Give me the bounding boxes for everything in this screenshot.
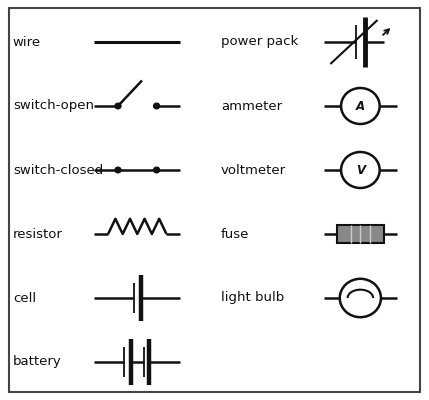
Text: power pack: power pack [221, 36, 298, 48]
Text: wire: wire [13, 36, 41, 48]
Text: cell: cell [13, 292, 36, 304]
Text: light bulb: light bulb [221, 292, 284, 304]
Circle shape [115, 167, 121, 173]
Circle shape [154, 167, 160, 173]
Text: switch-open: switch-open [13, 100, 94, 112]
Text: battery: battery [13, 356, 62, 368]
Circle shape [154, 103, 160, 109]
Circle shape [341, 88, 380, 124]
Text: V: V [356, 164, 365, 176]
Text: ammeter: ammeter [221, 100, 282, 112]
Text: switch-closed: switch-closed [13, 164, 103, 176]
Text: A: A [356, 100, 365, 112]
Text: resistor: resistor [13, 228, 63, 240]
Circle shape [115, 103, 121, 109]
Text: fuse: fuse [221, 228, 249, 240]
Bar [337, 225, 384, 243]
Circle shape [341, 152, 380, 188]
Circle shape [340, 279, 381, 317]
Text: voltmeter: voltmeter [221, 164, 286, 176]
